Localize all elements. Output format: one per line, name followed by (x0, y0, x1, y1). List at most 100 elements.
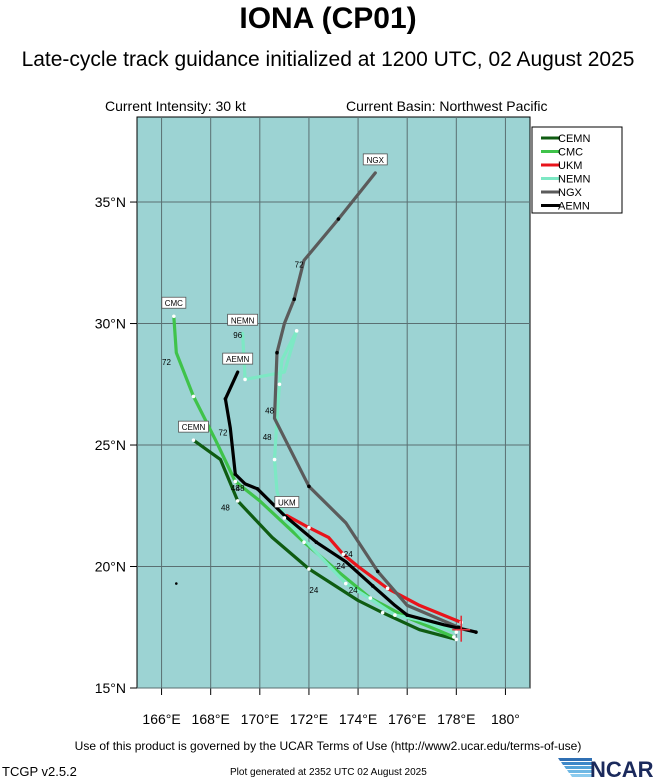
track-end-box (227, 313, 259, 326)
track-point-cmc (452, 635, 456, 639)
forecast-hour-label: 24 (309, 586, 318, 595)
x-tick-label: 180° (491, 711, 520, 727)
track-point-nemn (343, 581, 348, 586)
track-point-cemn (307, 567, 311, 571)
track-point-ngx (292, 297, 297, 302)
current-basin: Current Basin: Northwest Pacific (346, 98, 548, 114)
track-end-box (222, 352, 254, 365)
track-end-label: CEMN (182, 423, 206, 432)
forecast-hour-label: 24 (336, 562, 345, 571)
track-point-cmc (368, 596, 373, 600)
track-end-label: NEMN (231, 316, 255, 325)
track-point-aemn (233, 472, 238, 476)
forecast-hour-label: 72 (219, 428, 228, 437)
track-end-box (274, 496, 300, 508)
legend-label-ukm: UKM (558, 160, 582, 172)
track-point-aemn (474, 630, 478, 634)
x-tick-label: 172°E (290, 711, 328, 727)
track-ngx (272, 171, 461, 629)
track-point-ukm (385, 586, 390, 591)
track-point-cmc (233, 479, 238, 484)
track-point-cmc (302, 540, 306, 545)
track-end-label: AEMN (226, 355, 249, 364)
stray-point (175, 582, 178, 585)
forecast-hour-label: 72 (162, 358, 171, 367)
track-point-ngx (275, 350, 279, 355)
forecast-hour-label: 96 (233, 331, 242, 340)
track-point-cemn (380, 610, 385, 615)
ncar-logo-bar (567, 770, 592, 773)
forecast-hour-label: 48 (263, 433, 272, 442)
ncar-logo-bar (564, 766, 592, 769)
forecast-hour-label: 24 (349, 586, 358, 595)
legend-label-ngx: NGX (558, 187, 583, 199)
chart-title: IONA (CP01) (239, 2, 417, 35)
track-end-label: CMC (165, 299, 183, 308)
track-end-box (161, 296, 187, 309)
track-point-ngx (375, 569, 380, 574)
track-point-ukm (307, 525, 311, 530)
y-tick-label: 25°N (95, 437, 126, 453)
track-end-label: NGX (367, 156, 385, 165)
ncar-logo-bar (570, 774, 592, 777)
track-point-ngx (456, 625, 461, 630)
track-point-ngx (307, 484, 311, 489)
x-tick-label: 170°E (241, 711, 279, 727)
track-ukm (285, 513, 463, 625)
x-tick-label: 166°E (142, 711, 180, 727)
ncar-logo-bar (558, 758, 592, 761)
track-point-nemn (294, 329, 299, 333)
track-point-aemn (314, 540, 319, 545)
plot-area (136, 116, 531, 689)
track-end-box (178, 420, 209, 433)
x-tick-label: 176°E (388, 711, 426, 727)
y-tick-label: 15°N (95, 680, 126, 696)
x-tick-label: 168°E (192, 711, 230, 727)
legend-label-aemn: AEMN (558, 201, 590, 213)
y-tick-label: 20°N (95, 559, 126, 575)
track-point-cemn (191, 438, 196, 442)
track-point-ukm (341, 552, 346, 557)
track-point-nemn (454, 630, 459, 634)
forecast-hour-label: 24 (344, 550, 353, 559)
track-point-cemn (454, 637, 459, 642)
track-point-nemn (282, 516, 287, 520)
y-tick-label: 35°N (95, 194, 126, 210)
track-end-label: UKM (278, 498, 296, 507)
legend-label-cemn: CEMN (558, 133, 590, 145)
current-intensity: Current Intensity: 30 kt (105, 98, 246, 114)
legend-box (531, 126, 623, 214)
track-aemn (223, 370, 478, 634)
x-tick-label: 174°E (339, 711, 377, 727)
forecast-hour-label: 48 (231, 484, 240, 493)
track-cmc (172, 314, 456, 639)
track-point-cmc (172, 314, 176, 319)
version-label: TCGP v2.5.2 (2, 764, 77, 779)
track-point-ngx (336, 217, 341, 221)
track-nemn (241, 329, 458, 634)
track-point-aemn (223, 397, 228, 401)
track-point-cemn (235, 499, 240, 503)
track-end-box (362, 153, 388, 166)
forecast-hour-label: 48 (221, 504, 230, 513)
forecast-hour-label: 48 (265, 406, 274, 415)
track-point-cmc (191, 394, 196, 399)
forecast-hour-label: 72 (295, 261, 304, 270)
track-point-nemn (393, 613, 397, 617)
track-point-aemn (255, 486, 260, 491)
legend-label-nemn: NEMN (558, 174, 590, 186)
terms-of-use: Use of this product is governed by the U… (74, 739, 582, 753)
generated-timestamp: Plot generated at 2352 UTC 02 August 202… (230, 767, 427, 778)
ncar-logo: NCAR (590, 757, 654, 782)
track-point-nemn (272, 457, 277, 462)
chart-subtitle: Late-cycle track guidance initialized at… (21, 48, 635, 71)
track-point-nemn (243, 377, 247, 382)
track-point-aemn (405, 613, 409, 617)
y-tick-label: 30°N (95, 316, 126, 332)
ncar-logo-bar (561, 762, 592, 765)
forecast-hour-label: 48 (236, 484, 245, 493)
x-tick-label: 178°E (437, 711, 475, 727)
legend-label-cmc: CMC (558, 147, 583, 159)
track-point-aemn (371, 584, 375, 588)
